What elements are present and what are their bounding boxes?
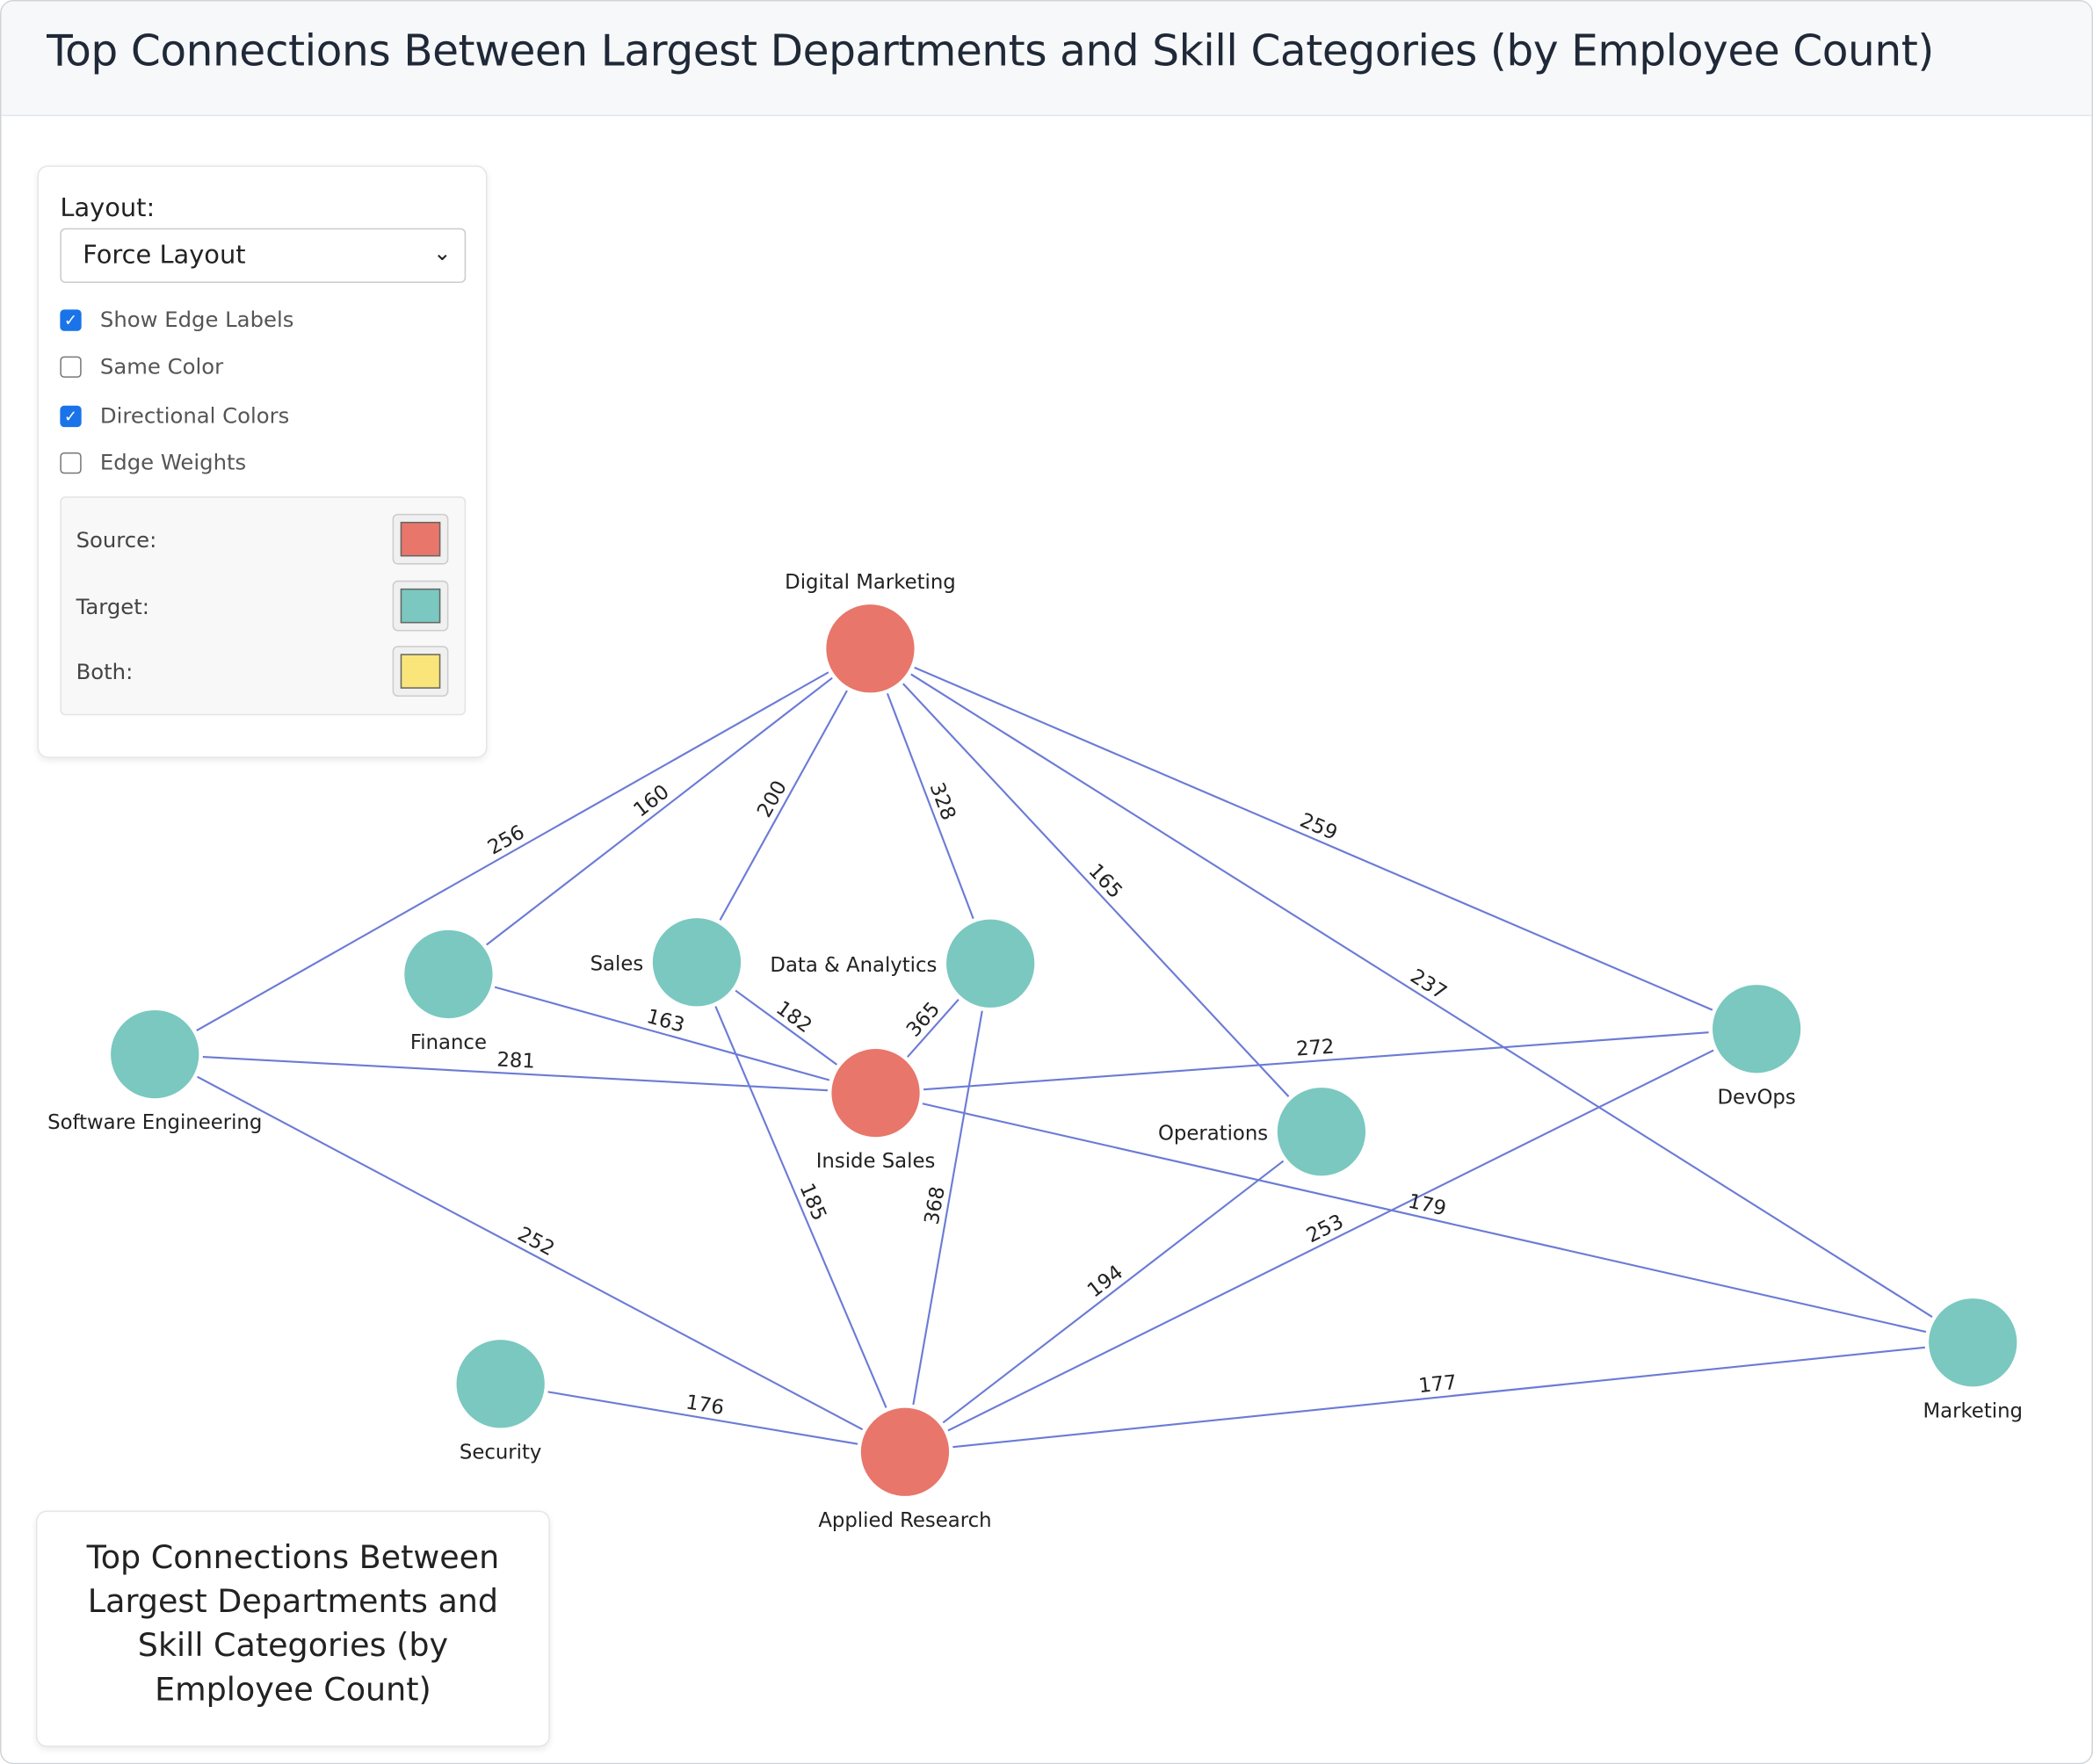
color-legend: Source: Target: Both: — [60, 496, 467, 716]
edge[interactable] — [942, 1160, 1285, 1424]
edge-label: 194 — [1083, 1261, 1127, 1302]
edge[interactable] — [714, 1006, 887, 1408]
edge-label: 163 — [644, 1005, 687, 1037]
edge-label: 177 — [1417, 1371, 1458, 1398]
source-color-picker[interactable] — [392, 513, 449, 565]
edge[interactable] — [494, 986, 830, 1081]
node-label: Inside Sales — [816, 1150, 936, 1173]
edge[interactable] — [735, 989, 838, 1066]
edge-label: 237 — [1406, 965, 1451, 1004]
node-target[interactable] — [1277, 1088, 1366, 1176]
edge-label: 281 — [496, 1048, 536, 1073]
header: Top Connections Between Largest Departme… — [1, 1, 2092, 117]
node-label: Software Engineering — [47, 1111, 262, 1134]
edge-weights-checkbox[interactable]: Edge Weights — [60, 450, 246, 475]
edge[interactable] — [914, 666, 1713, 1011]
edge-label: 253 — [1303, 1211, 1347, 1248]
edge-label: 328 — [925, 779, 960, 823]
edge-label: 165 — [1084, 860, 1127, 904]
node-target[interactable] — [456, 1340, 545, 1428]
chevron-down-icon: ⌄ — [433, 240, 452, 266]
edge-label: 252 — [514, 1223, 559, 1261]
checkbox-icon: ✓ — [60, 405, 82, 427]
edge-label: 185 — [794, 1180, 830, 1224]
checkbox-label: Same Color — [99, 353, 224, 380]
target-color-picker[interactable] — [392, 580, 449, 632]
edge[interactable] — [922, 1102, 1927, 1334]
edge[interactable] — [912, 1010, 983, 1406]
node-target[interactable] — [652, 918, 742, 1007]
node-source[interactable] — [860, 1407, 950, 1496]
checkbox-label: Edge Weights — [99, 449, 247, 475]
node-target[interactable] — [1929, 1298, 2017, 1387]
edge-label: 272 — [1295, 1036, 1335, 1061]
edge[interactable] — [947, 1049, 1714, 1432]
node-label: DevOps — [1718, 1086, 1796, 1109]
edge-label: 182 — [771, 997, 815, 1038]
checkbox-label: Directional Colors — [99, 402, 290, 429]
edge[interactable] — [907, 999, 960, 1058]
directional-colors-checkbox[interactable]: ✓ Directional Colors — [60, 403, 289, 429]
node-label: Operations — [1158, 1122, 1268, 1145]
node-target[interactable] — [946, 919, 1035, 1008]
edge[interactable] — [202, 1055, 828, 1092]
edge-label: 179 — [1406, 1189, 1448, 1220]
same-color-checkbox[interactable]: Same Color — [60, 353, 224, 380]
layout-select[interactable]: Force Layout ⌄ — [60, 228, 467, 284]
node-label: Digital Marketing — [785, 571, 956, 594]
target-label: Target: — [76, 593, 149, 619]
node-label: Applied Research — [818, 1509, 991, 1532]
edge[interactable] — [197, 1075, 864, 1431]
page-title: Top Connections Between Largest Departme… — [47, 25, 1934, 76]
show-edge-labels-checkbox[interactable]: ✓ Show Edge Labels — [60, 307, 293, 332]
edge[interactable] — [486, 676, 833, 946]
chart-caption: Top Connections Between Largest Departme… — [36, 1510, 550, 1747]
node-target[interactable] — [404, 929, 493, 1019]
layout-select-value: Force Layout — [83, 240, 246, 270]
node-label: Sales — [590, 952, 644, 975]
edge[interactable] — [886, 693, 974, 920]
layout-label: Layout: — [60, 193, 156, 223]
node-target[interactable] — [1713, 985, 1801, 1074]
edge-label: 365 — [902, 998, 945, 1042]
edge[interactable] — [719, 690, 848, 921]
checkbox-label: Show Edge Labels — [99, 307, 294, 333]
edge[interactable] — [196, 671, 829, 1032]
node-source[interactable] — [826, 604, 915, 693]
edge-label: 256 — [484, 821, 529, 859]
node-label: Marketing — [1923, 1399, 2022, 1422]
both-label: Both: — [76, 659, 134, 685]
node-label: Data & Analytics — [770, 954, 937, 977]
edge[interactable] — [902, 683, 1290, 1097]
node-source[interactable] — [831, 1049, 920, 1138]
node-target[interactable] — [111, 1009, 199, 1099]
edge-label: 259 — [1296, 809, 1340, 845]
both-color-picker[interactable] — [392, 646, 449, 697]
node-label: Finance — [410, 1031, 487, 1054]
checkbox-icon — [60, 355, 82, 378]
checkbox-icon — [60, 452, 82, 474]
checkbox-icon: ✓ — [60, 308, 82, 330]
edge[interactable] — [910, 673, 1933, 1318]
edge[interactable] — [952, 1346, 1925, 1449]
controls-panel: Layout: Force Layout ⌄ ✓ Show Edge Labels… — [37, 165, 488, 758]
edge[interactable] — [547, 1391, 858, 1445]
edge-label: 200 — [753, 777, 792, 821]
node-label: Security — [460, 1441, 542, 1464]
edge-label: 160 — [629, 780, 673, 821]
source-label: Source: — [76, 527, 157, 553]
edge[interactable] — [923, 1031, 1709, 1091]
